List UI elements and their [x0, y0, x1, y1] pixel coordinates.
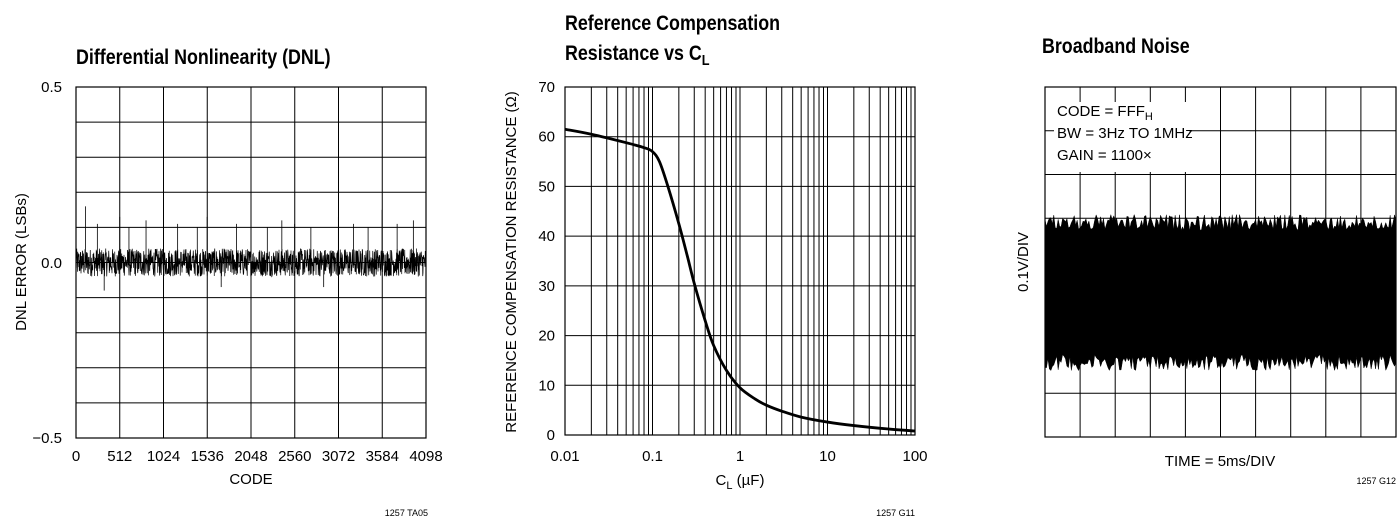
refcomp-y-tick-label: 20 [538, 328, 555, 345]
noise-annotation-code-main: CODE = FFF [1057, 103, 1145, 120]
noise-chart: Broadband Noise CODE = FFFH BW = 3Hz TO … [1015, 35, 1397, 486]
refcomp-y-tick-label: 60 [538, 129, 555, 146]
refcomp-grid [565, 87, 915, 435]
dnl-x-tick-label: 4098 [409, 448, 442, 465]
noise-x-axis-label: TIME = 5ms/DIV [1165, 453, 1275, 470]
refcomp-title-line2: Resistance vs CL [565, 42, 710, 69]
refcomp-figure-code: 1257 G11 [876, 508, 915, 518]
dnl-noise-path [75, 248, 427, 278]
noise-annotation-background [1054, 102, 1189, 172]
refcomp-x-tick-label: 0.01 [550, 448, 579, 465]
dnl-x-tick-label: 3072 [322, 448, 355, 465]
refcomp-x-tick-label: 100 [902, 448, 927, 465]
refcomp-xlabel-main: C [716, 472, 727, 489]
refcomp-y-tick-label: 70 [538, 79, 555, 96]
dnl-x-tick-label: 1536 [191, 448, 224, 465]
refcomp-x-tick-label: 0.1 [642, 448, 663, 465]
dnl-y-tick-label: 0.5 [41, 79, 62, 96]
refcomp-xlabel-subscript: L [726, 480, 732, 492]
noise-annotation-code-subscript: H [1145, 111, 1153, 123]
refcomp-y-tick-label: 0 [547, 427, 555, 444]
refcomp-y-tick-label: 30 [538, 278, 555, 295]
refcomp-y-tick-label: 10 [538, 377, 555, 394]
dnl-x-tick-label: 2560 [278, 448, 311, 465]
noise-title: Broadband Noise [1042, 35, 1190, 59]
refcomp-title-line1: Reference Compensation [565, 12, 780, 36]
noise-y-axis-label: 0.1V/DIV [1015, 232, 1032, 292]
refcomp-x-tick-labels: 0.01 0.1 1 10 100 [550, 448, 927, 465]
refcomp-y-tick-labels: 0 10 20 30 40 50 60 70 [538, 79, 555, 444]
dnl-x-axis-label: CODE [229, 471, 272, 488]
dnl-spikes [84, 206, 414, 291]
refcomp-x-tick-label: 10 [819, 448, 836, 465]
refcomp-y-axis-label: REFERENCE COMPENSATION RESISTANCE (Ω) [503, 91, 520, 433]
refcomp-y-tick-label: 40 [538, 228, 555, 245]
dnl-x-tick-label: 3584 [366, 448, 399, 465]
dnl-title: Differential Nonlinearity (DNL) [76, 46, 331, 70]
noise-plot-frame [1044, 86, 1397, 438]
noise-figure-code: 1257 G12 [1356, 476, 1396, 486]
dnl-y-axis-label: DNL ERROR (LSBs) [13, 193, 30, 331]
refcomp-x-axis-label: CL (µF) [716, 472, 765, 492]
dnl-chart: Differential Nonlinearity (DNL) 0 512 1024… [13, 46, 443, 518]
refcomp-title-subscript: L [702, 51, 710, 68]
dnl-noise-trace [75, 248, 427, 278]
dnl-y-tick-label: 0.0 [41, 255, 62, 272]
refcomp-plot-frame [564, 86, 916, 436]
dnl-x-tick-label: 0 [72, 448, 80, 465]
refcomp-chart: Reference Compensation Resistance vs CL … [503, 12, 928, 518]
noise-annotation-code: CODE = FFFH [1057, 103, 1153, 123]
refcomp-y-tick-label: 50 [538, 178, 555, 195]
noise-band [1044, 213, 1397, 372]
refcomp-curve [564, 127, 916, 433]
dnl-x-tick-labels: 0 512 1024 1536 2048 2560 3072 3584 4098 [72, 448, 443, 465]
noise-annotation-gain: GAIN = 1100× [1057, 147, 1152, 164]
refcomp-xlabel-unit: (µF) [733, 472, 765, 489]
dnl-y-tick-label: −0.5 [32, 430, 62, 447]
refcomp-x-tick-label: 1 [736, 448, 744, 465]
dnl-figure-code: 1257 TA05 [385, 508, 428, 518]
dnl-x-tick-label: 1024 [147, 448, 180, 465]
dnl-x-tick-label: 2048 [234, 448, 267, 465]
refcomp-title-main: Resistance vs C [565, 42, 702, 66]
noise-annotation-bw: BW = 3Hz TO 1MHz [1057, 125, 1193, 142]
dnl-x-tick-label: 512 [107, 448, 132, 465]
